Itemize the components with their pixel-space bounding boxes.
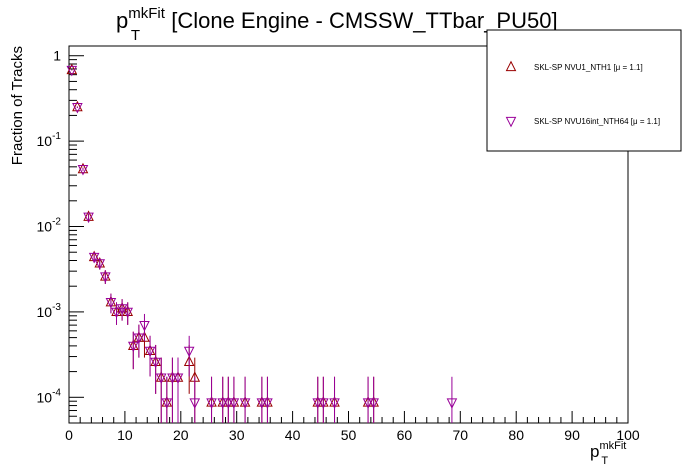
marker-triangle-up xyxy=(77,162,89,174)
x-axis-label-main: p xyxy=(590,442,599,461)
legend: SKL-SP NVU1_NTH1 [μ = 1.1] SKL-SP NVU16in… xyxy=(486,29,682,152)
marker-triangle-down xyxy=(105,298,117,309)
chart-title-sub: T xyxy=(131,27,140,44)
marker-triangle-down xyxy=(155,373,167,384)
marker-triangle-down xyxy=(133,333,145,344)
marker-triangle-down xyxy=(127,341,139,353)
marker-triangle-down xyxy=(239,398,251,409)
marker-triangle-down xyxy=(183,346,195,358)
marker-triangle-down xyxy=(446,398,458,409)
x-axis-label: pmkFit T xyxy=(590,440,626,467)
x-tick-label: 10 xyxy=(117,427,133,443)
legend-entry-label: SKL-SP NVU1_NTH1 [μ = 1.1] xyxy=(534,63,643,72)
marker-triangle-up xyxy=(66,63,78,75)
x-tick-label: 100 xyxy=(616,427,640,443)
x-axis-label-sub: T xyxy=(601,455,608,467)
chart-title-rest: [Clone Engine - CMSSW_TTbar_PU50] xyxy=(165,8,558,33)
marker-triangle-down xyxy=(228,398,240,409)
marker-triangle-down xyxy=(189,398,201,409)
marker-triangle-down xyxy=(100,272,111,283)
x-tick-label: 60 xyxy=(397,427,413,443)
legend-marker xyxy=(505,116,517,128)
marker-triangle-down xyxy=(223,398,234,409)
marker-triangle-down xyxy=(167,373,178,384)
y-tick-label: 10-4 xyxy=(37,387,62,405)
marker-triangle-down xyxy=(206,398,217,409)
y-tick-label: 1 xyxy=(53,48,61,64)
marker-triangle-down xyxy=(144,346,156,358)
data-marks xyxy=(66,63,458,423)
chart-title-main: p xyxy=(116,8,128,33)
marker-triangle-down xyxy=(66,65,78,77)
legend-marker xyxy=(505,60,517,72)
x-tick-label: 70 xyxy=(453,427,469,443)
marker-triangle-down xyxy=(312,398,324,409)
legend-box xyxy=(486,29,682,152)
marker-triangle-down xyxy=(94,259,106,270)
x-axis-label-sup: mkFit xyxy=(599,440,626,452)
x-tick-label: 90 xyxy=(564,427,580,443)
marker-triangle-down xyxy=(116,304,128,315)
marker-triangle-up xyxy=(83,210,94,221)
marker-triangle-down xyxy=(83,212,94,224)
marker-triangle-down xyxy=(318,398,329,409)
marker-triangle-down xyxy=(122,307,134,319)
x-tick-label: 50 xyxy=(341,427,357,443)
marker-triangle-down xyxy=(368,398,379,409)
marker-triangle-down xyxy=(329,398,340,409)
y-tick-label: 10-2 xyxy=(37,217,62,235)
plot-area: 0 10 20 30 40 50 60 70 80 90 100 10-4 10-3 10-2 10-1 1 xyxy=(37,45,640,443)
y-tick-label: 10-3 xyxy=(37,302,62,320)
marker-triangle-down xyxy=(72,102,83,114)
x-tick-label: 20 xyxy=(173,427,189,443)
x-tick-label: 40 xyxy=(285,427,301,443)
marker-triangle-down xyxy=(262,398,273,409)
x-tick-label: 0 xyxy=(65,427,73,443)
chart-title-sup: mkFit xyxy=(128,5,165,22)
x-tick-label: 30 xyxy=(229,427,245,443)
marker-triangle-down xyxy=(77,164,89,176)
marker-triangle-down xyxy=(256,398,268,409)
marker-triangle-down xyxy=(139,320,150,332)
x-tick-label: 80 xyxy=(508,427,524,443)
marker-triangle-down xyxy=(217,398,229,409)
marker-triangle-down xyxy=(111,307,122,319)
marker-triangle-up xyxy=(72,100,83,112)
marker-triangle-down xyxy=(150,357,161,369)
legend-entry-label: SKL-SP NVU16int_NTH64 [μ = 1.1] xyxy=(534,117,660,126)
chart-title: pmkFit T [Clone Engine - CMSSW_TTbar_PU50… xyxy=(116,5,558,44)
y-tick-label: 10-1 xyxy=(37,131,62,149)
marker-triangle-down xyxy=(172,373,184,384)
marker-triangle-down xyxy=(161,398,173,409)
marker-triangle-down xyxy=(362,398,374,409)
marker-triangle-down xyxy=(88,252,100,264)
y-axis-label: Fraction of Tracks xyxy=(9,46,26,165)
